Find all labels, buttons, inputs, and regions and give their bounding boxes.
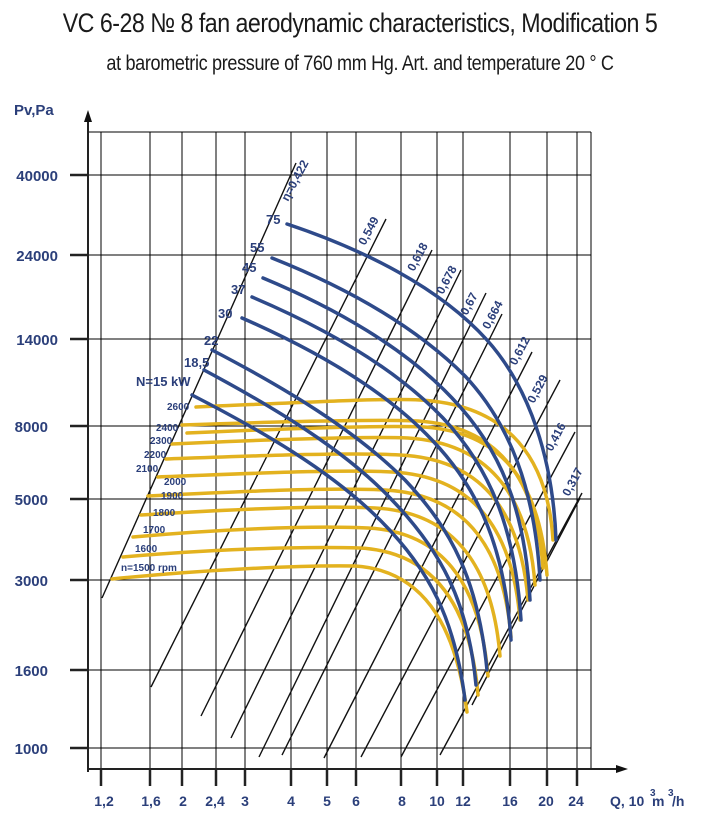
speed-curve-2600 [194,397,555,542]
svg-text:2300: 2300 [150,436,173,447]
svg-text:45: 45 [242,260,256,275]
speed-curve-1500 [110,564,469,714]
y-tick-label: 40000 [16,168,58,185]
power-curve-75kw [285,222,558,542]
y-ticks [70,173,88,750]
svg-text:37: 37 [231,282,245,297]
svg-text:η=0,422: η=0,422 [278,157,311,203]
svg-text:18,5: 18,5 [184,355,209,370]
svg-text:1700: 1700 [143,525,166,536]
x-tick-label: 6 [352,793,360,809]
svg-text:0,549: 0,549 [355,214,382,247]
svg-text:m: m [652,793,664,809]
svg-text:n=1500 rpm: n=1500 rpm [121,563,177,574]
speed-curve-1700 [131,525,490,678]
x-tick-label: 20 [538,793,554,809]
x-ticks [99,769,579,786]
x-tick-label: 1,6 [141,793,161,809]
y-tick-label: 1000 [15,741,48,758]
svg-text:0,67: 0,67 [457,290,480,317]
x-tick-label: 1,2 [94,793,114,809]
svg-text:2000: 2000 [164,477,187,488]
svg-text:/h: /h [672,793,684,809]
power-curve-37kw [250,295,523,622]
svg-text:1800: 1800 [153,508,176,519]
power-labels: N=15 kW 18,5 22 30 37 45 55 75 [136,212,280,389]
svg-text:2100: 2100 [136,464,159,475]
x-axis-arrow-icon [616,765,628,773]
x-tick-label: 8 [398,793,406,809]
x-tick-label: 12 [455,793,471,809]
speed-curve-2100 [164,452,530,602]
power-curve-15kw [190,393,467,702]
power-curve-30kw [240,316,513,642]
y-tick-label: 24000 [16,248,58,265]
y-tick-label: 5000 [15,492,48,509]
x-tick-label: 4 [287,793,295,809]
svg-text:3: 3 [650,788,656,799]
speed-labels: 2600 2400 2300 2200 2100 2000 1900 1800 … [121,402,190,574]
chart-subtitle: at barometric pressure of 760 mm Hg. Art… [106,52,614,75]
svg-text:N=15 kW: N=15 kW [136,374,191,389]
power-curves [190,222,558,702]
x-axis-label: Q, 10 3 m 3 /h [610,788,684,809]
y-tick-label: 14000 [16,332,58,349]
grid-vertical [100,132,592,769]
y-tick-labels: 40000 24000 14000 8000 5000 3000 1600 10… [15,168,58,758]
power-curve-45kw [261,276,532,602]
svg-text:2200: 2200 [144,450,167,461]
svg-text:1600: 1600 [135,544,158,555]
y-axis-label: Pv,Pa [14,102,54,119]
y-tick-label: 3000 [15,573,48,590]
efficiency-ray-0422 [101,162,297,599]
speed-curve-2200 [170,435,537,587]
svg-text:3: 3 [668,788,674,799]
svg-text:2400: 2400 [156,423,179,434]
svg-text:55: 55 [250,240,264,255]
speed-curve-1800 [139,505,502,658]
axes [87,118,620,772]
power-curve-22kw [210,348,489,672]
speed-curve-2400 [185,424,549,577]
y-axis-arrow-icon [84,110,92,122]
x-tick-label: 2,4 [205,793,225,809]
x-tick-label: 10 [429,793,445,809]
svg-text:0,618: 0,618 [404,240,431,273]
x-tick-label: 3 [241,793,249,809]
power-curve-55kw [270,256,542,582]
svg-text:Q, 10: Q, 10 [610,793,644,809]
x-tick-label: 16 [502,793,518,809]
y-tick-label: 1600 [15,663,48,680]
svg-text:1900: 1900 [161,491,184,502]
power-curve-18-5kw [202,368,478,687]
speed-curve-1600 [121,545,480,697]
chart-title: VC 6-28 № 8 fan aerodynamic characterist… [62,8,658,38]
svg-text:75: 75 [266,212,280,227]
svg-text:22: 22 [204,333,218,348]
speed-curve-2000 [156,469,522,622]
x-tick-label: 24 [568,793,584,809]
svg-text:30: 30 [218,306,232,321]
y-tick-label: 8000 [15,419,48,436]
svg-text:0,416: 0,416 [542,420,569,453]
svg-text:2600: 2600 [167,402,190,413]
x-tick-label: 2 [179,793,187,809]
x-tick-label: 5 [323,793,331,809]
x-tick-labels: 1,2 1,6 2 2,4 3 4 5 6 8 10 12 16 20 24 [94,793,584,809]
speed-curve-1900 [146,487,513,639]
